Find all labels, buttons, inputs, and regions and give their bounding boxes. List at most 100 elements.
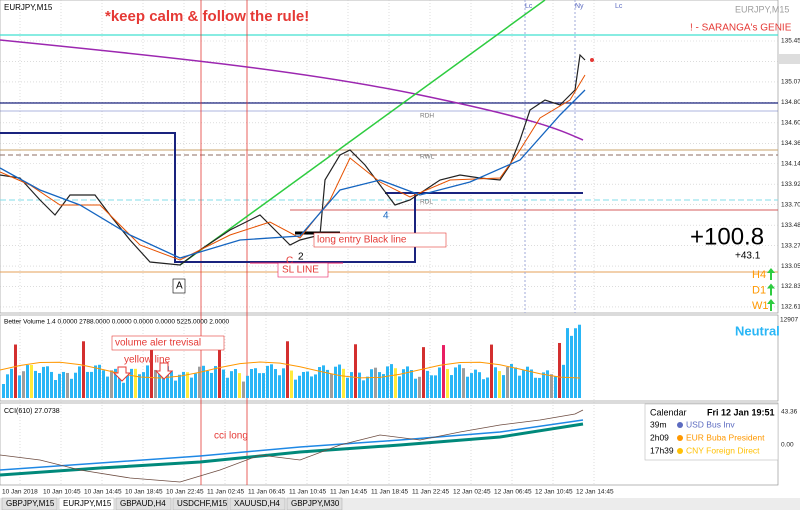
event-icon (677, 422, 683, 428)
volume-bar (410, 369, 413, 398)
volume-bar (98, 364, 101, 398)
volume-bar (70, 378, 73, 398)
volume-bar (310, 376, 313, 398)
symbol: EURJPY,M15 (4, 3, 53, 12)
tab-label[interactable]: GBPAUD,H4 (120, 499, 166, 508)
volume-bar (114, 368, 117, 398)
volume-bar (26, 365, 29, 398)
tab[interactable] (229, 497, 286, 510)
volume-bar (242, 381, 245, 398)
volume-bar (146, 365, 149, 398)
event-eta: 39m (650, 419, 667, 429)
volume-bar (278, 375, 281, 398)
volume-bar (166, 366, 169, 398)
volume-bar (350, 372, 353, 398)
calendar-time: Fri 12 Jan 19:51 (707, 407, 775, 417)
chart-label: A (176, 281, 183, 292)
volume-bar (418, 376, 421, 398)
volume-bar (202, 365, 205, 398)
volume-bar (570, 335, 573, 398)
volume-bar (50, 371, 53, 398)
volume-bar (126, 375, 129, 398)
volume-bar (462, 368, 465, 398)
volume-bar (438, 367, 441, 398)
tab-label[interactable]: EURJPY,M15 (63, 499, 112, 508)
session-marker: Lc (525, 3, 533, 10)
price-label: 135.45 (781, 38, 800, 45)
volume-bar (358, 372, 361, 398)
volume-bar (66, 372, 69, 398)
volume-bar (322, 365, 325, 398)
volume-bar (270, 364, 273, 398)
volume-bar (238, 373, 241, 398)
note-box (277, 262, 329, 278)
time-label: 11 Jan 10:45 (289, 489, 326, 496)
time-label: 10 Jan 10:45 (43, 489, 81, 496)
volume-bar (210, 372, 213, 398)
event-name: USD Bus Inv (686, 419, 735, 429)
volume-bar (78, 366, 81, 398)
volume-bar (62, 371, 65, 398)
volume-bar (478, 372, 481, 398)
chart-label: 4 (383, 211, 389, 222)
event-eta: 2h09 (650, 432, 669, 442)
tab[interactable] (286, 497, 343, 510)
event-name: CNY Foreign Direct (686, 445, 760, 455)
volume-bar (562, 364, 565, 398)
volume-bar (234, 369, 237, 398)
tab[interactable] (115, 497, 172, 510)
volume-bar (550, 374, 553, 398)
chart-labels: RDH RWL RDL A C 2 4 (172, 113, 435, 294)
volume-bar (74, 372, 77, 398)
tab-label[interactable]: USDCHF,M15 (177, 499, 228, 508)
cci-label: CCI(610) 27.0738 (4, 408, 60, 415)
volume-bar (542, 372, 545, 398)
volume-bar (18, 375, 21, 398)
tab[interactable] (58, 497, 115, 510)
cci-axis: 43.36 (781, 409, 798, 416)
volume-bar (382, 374, 385, 398)
volume-bar (490, 344, 493, 398)
volume-bar (170, 371, 173, 398)
timeframes: H4 D1 W1 (752, 268, 775, 312)
price-label: 133.92 (781, 181, 800, 188)
volume-bar (246, 375, 249, 398)
tab-label[interactable]: GBPJPY,M30 (291, 499, 340, 508)
cci-band (0, 422, 584, 477)
time-label: 12 Jan 02:45 (453, 489, 491, 496)
volume-axis: 12907 (780, 317, 798, 324)
volume-bar (134, 368, 137, 398)
tab-label[interactable]: XAUUSD,H4 (234, 499, 280, 508)
volume-bar (130, 368, 133, 398)
volume-bar (354, 344, 357, 398)
time-label: 11 Jan 06:45 (248, 489, 285, 496)
volume-bar (230, 371, 233, 398)
volume-bar (566, 328, 569, 398)
tab[interactable] (1, 497, 58, 510)
time-label: 10 Jan 22:45 (166, 489, 204, 496)
volume-bar (206, 370, 209, 398)
volume-bar (338, 364, 341, 398)
volume-bar (46, 366, 49, 398)
volume-bar (102, 370, 105, 398)
volume-bar (422, 347, 425, 398)
volume-note: volume aler trevisal (115, 338, 201, 349)
tab-label[interactable]: GBPJPY,M15 (6, 499, 55, 508)
volume-bar (326, 369, 329, 398)
volume-bar (406, 366, 409, 398)
up-arrow (767, 299, 775, 311)
note-box (111, 335, 225, 351)
volume-bar (526, 366, 529, 398)
volume-bar (378, 372, 381, 398)
volume-bar (138, 374, 141, 398)
profit-sub: +43.1 (735, 251, 761, 262)
volume-bar (362, 380, 365, 398)
volume-bar (450, 375, 453, 398)
note-box (313, 232, 447, 248)
volume-bar (470, 373, 473, 398)
volume-bar (150, 339, 153, 398)
tab[interactable] (172, 497, 229, 510)
volume-bar (318, 367, 321, 398)
volume-bar (386, 366, 389, 398)
volume-bar (530, 369, 533, 398)
